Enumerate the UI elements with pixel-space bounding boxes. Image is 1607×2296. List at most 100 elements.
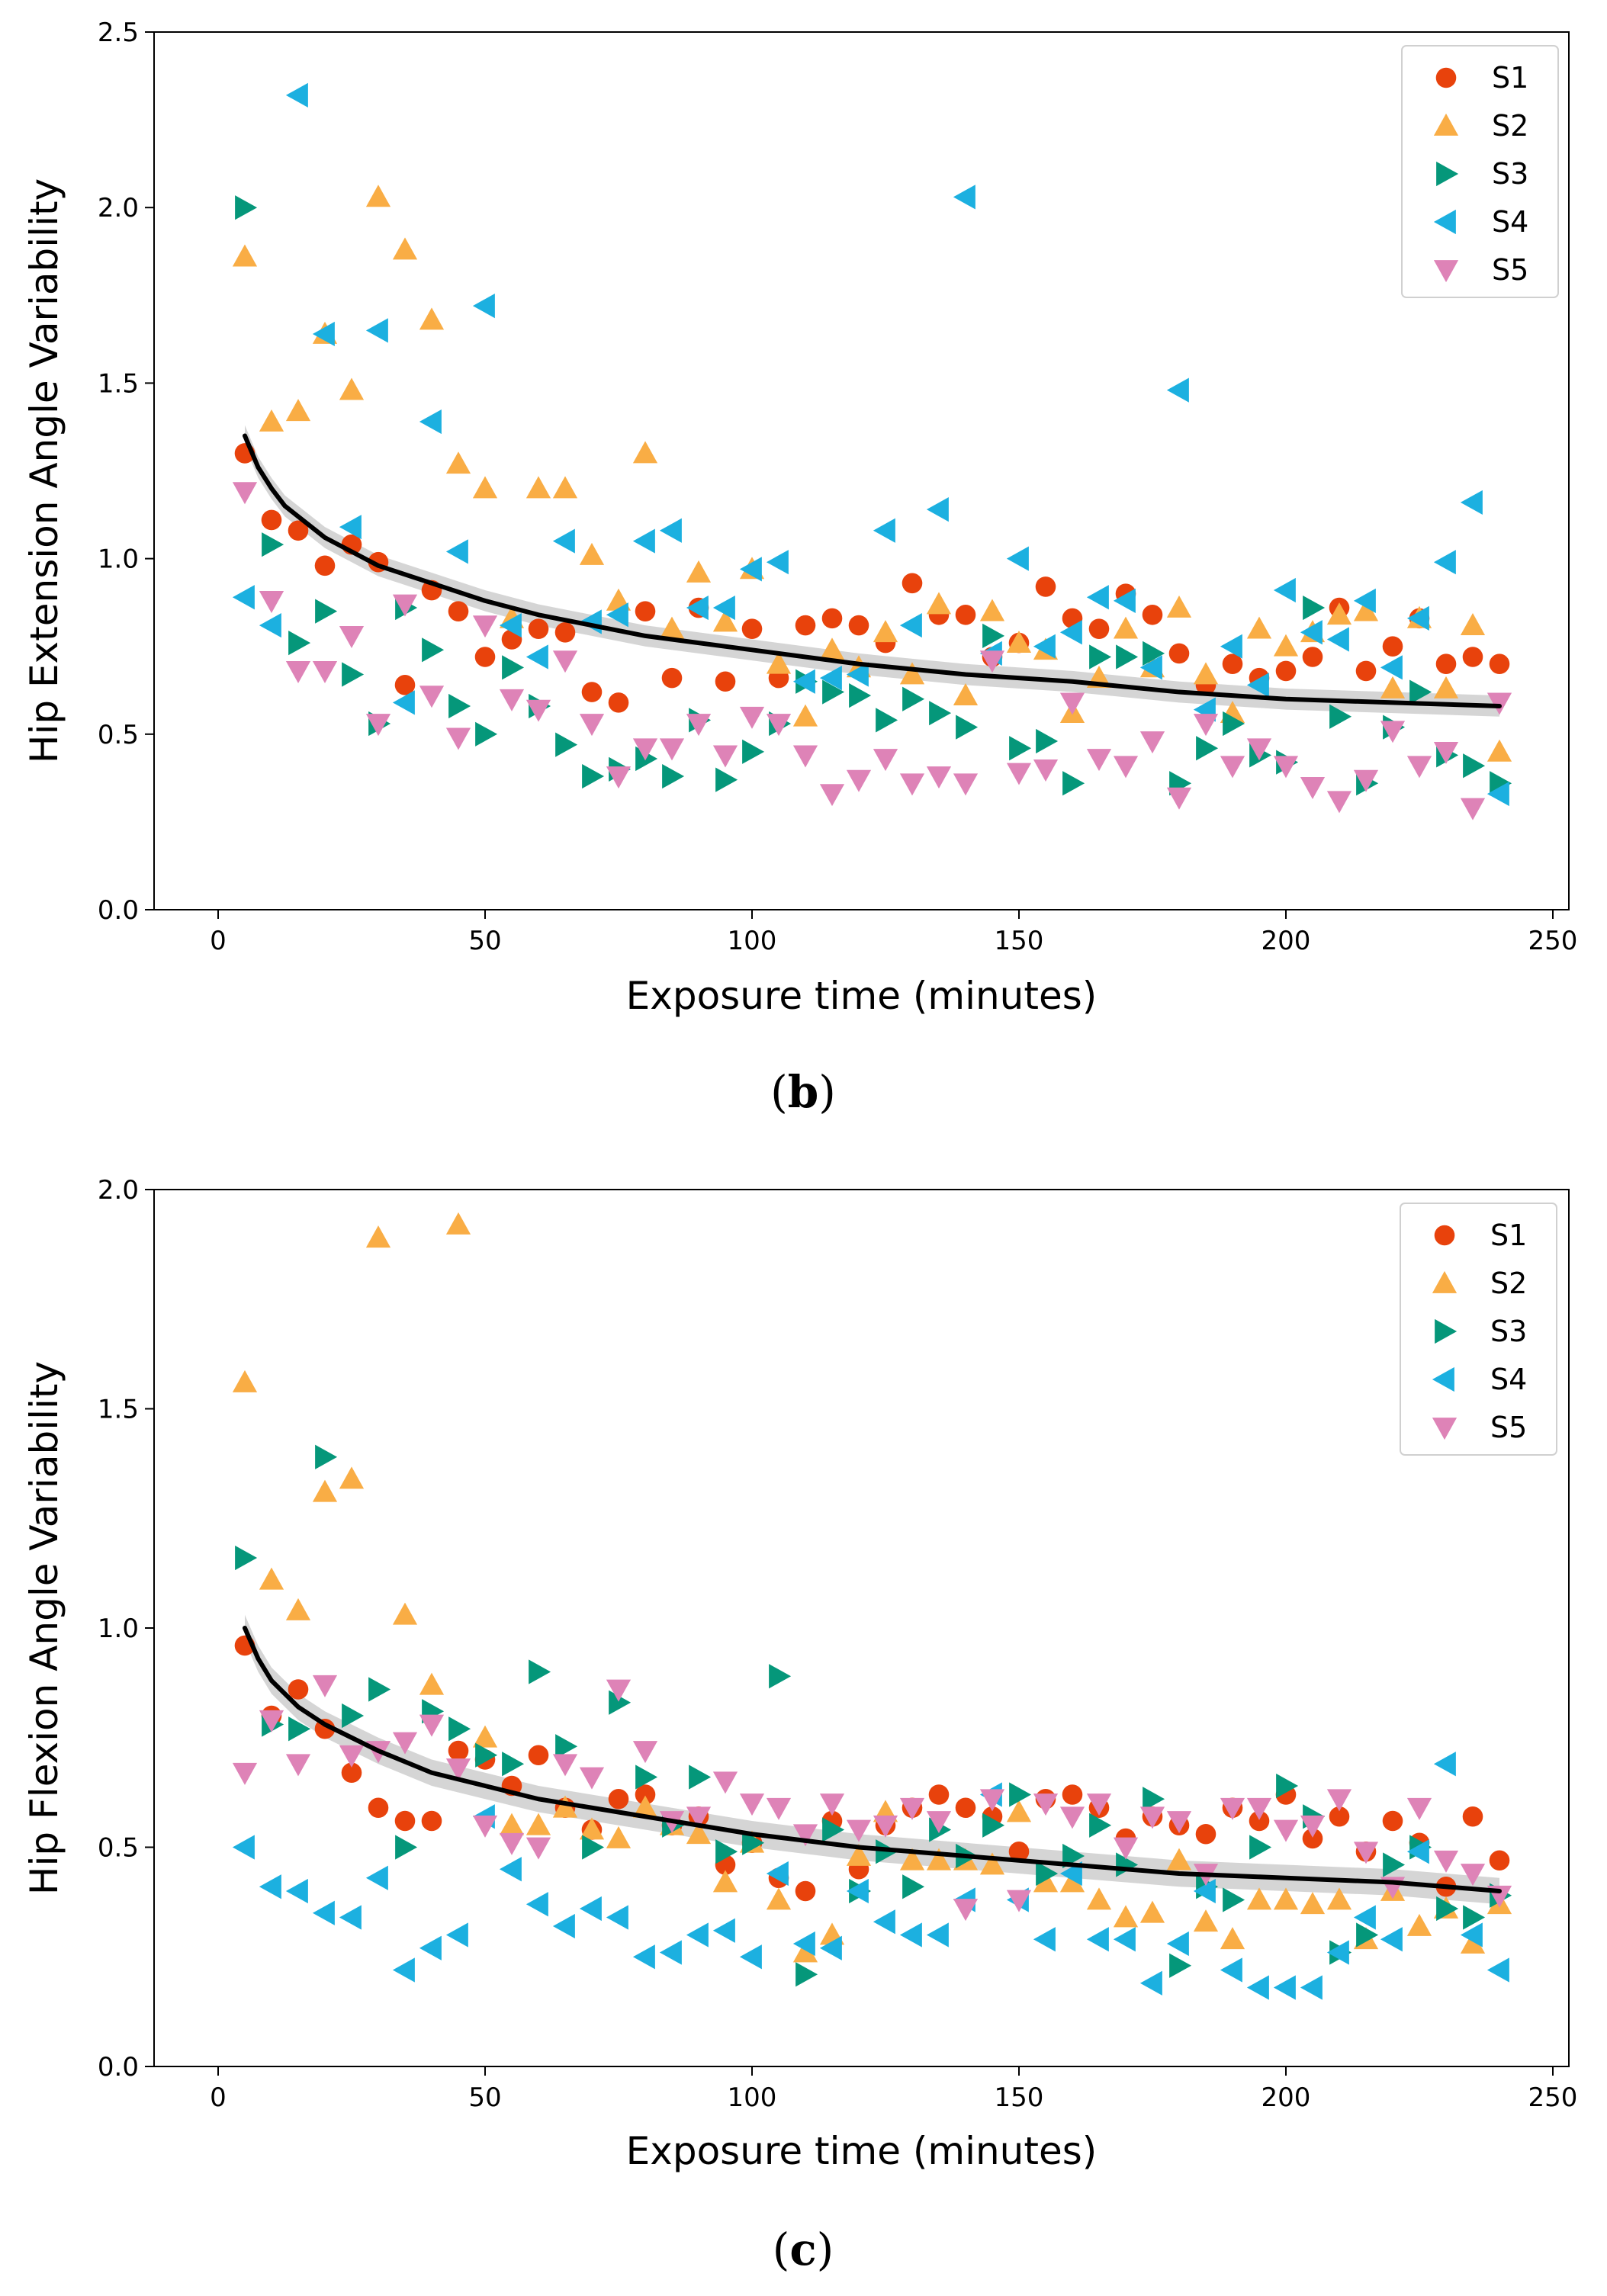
data-point-s4: [285, 1878, 308, 1904]
data-point-s5: [365, 714, 391, 737]
data-point-s3: [1089, 1813, 1112, 1838]
data-point-s2: [392, 1602, 418, 1625]
data-point-s1: [1382, 636, 1403, 657]
data-point-s3: [822, 679, 845, 705]
data-point-s5: [1139, 731, 1165, 754]
data-point-s3: [1463, 753, 1486, 779]
data-point-s4: [392, 690, 415, 715]
data-point-s5: [979, 1789, 1005, 1812]
data-point-s4: [472, 294, 495, 319]
data-point-s5: [792, 745, 818, 768]
data-point-s4: [525, 1892, 548, 1917]
y-tick-label: 1.5: [98, 1395, 139, 1425]
data-point-s1: [741, 618, 763, 639]
data-point-s2: [1006, 630, 1032, 653]
data-point-s3: [529, 1659, 551, 1684]
data-point-s3: [235, 1545, 258, 1571]
data-point-s1: [528, 618, 549, 639]
data-point-s2: [445, 451, 471, 474]
data-point-s2: [1220, 1927, 1245, 1950]
data-point-s4: [739, 1944, 762, 1970]
legend-marker-s3: [1435, 1318, 1458, 1344]
data-point-s4: [766, 1861, 789, 1887]
data-point-s3: [876, 708, 898, 733]
data-point-s5: [1273, 756, 1299, 779]
data-point-s1: [928, 1784, 950, 1805]
data-point-s3: [475, 721, 498, 747]
data-point-s3: [1143, 1787, 1165, 1812]
data-point-s5: [712, 1771, 738, 1794]
data-point-s5: [419, 1714, 445, 1737]
data-point-s4: [1086, 1927, 1109, 1952]
data-point-s3: [288, 630, 311, 656]
data-point-s1: [1382, 1810, 1403, 1832]
data-point-s4: [819, 1935, 842, 1960]
data-point-s2: [712, 609, 738, 632]
legend-label-s4: S4: [1490, 1363, 1527, 1396]
data-point-s4: [392, 1957, 415, 1983]
data-point-s2: [285, 399, 311, 422]
data-point-s4: [365, 318, 388, 343]
data-point-s4: [1059, 620, 1082, 645]
data-point-s3: [422, 637, 445, 663]
legend-label-s3: S3: [1490, 1315, 1527, 1348]
legend-label-s5: S5: [1490, 1411, 1527, 1444]
plot-frame: [153, 31, 1570, 910]
data-point-s3: [956, 714, 979, 740]
data-point-s1: [1062, 1784, 1083, 1805]
data-point-s3: [1196, 736, 1219, 761]
data-point-s2: [419, 1672, 445, 1695]
data-point-s5: [579, 714, 605, 737]
data-point-s5: [1006, 763, 1032, 785]
data-point-s4: [1033, 634, 1056, 659]
data-point-s4: [1326, 1940, 1349, 1965]
data-point-s3: [929, 701, 952, 726]
data-point-s5: [472, 1815, 498, 1838]
data-point-s4: [552, 1913, 575, 1939]
data-point-s2: [1326, 602, 1352, 625]
data-point-s5: [1326, 791, 1352, 814]
data-point-s5: [1246, 1797, 1272, 1820]
data-point-s2: [766, 1887, 792, 1910]
data-point-s2: [686, 560, 712, 583]
panel-label-b: (b): [770, 1066, 836, 1118]
data-point-s4: [1353, 588, 1376, 613]
data-point-s2: [1326, 1887, 1352, 1910]
data-point-s5: [1460, 798, 1486, 820]
data-point-s4: [552, 528, 575, 554]
data-point-s4: [1246, 1975, 1269, 2000]
data-point-s4: [1246, 673, 1269, 698]
data-point-s2: [659, 616, 685, 639]
data-point-s4: [1273, 577, 1296, 603]
data-point-s5: [579, 1767, 605, 1790]
data-point-s1: [821, 608, 843, 629]
data-point-s1: [955, 1797, 976, 1819]
data-point-s3: [1463, 1905, 1486, 1930]
y-tick-label: 1.5: [98, 368, 139, 399]
data-point-s5: [953, 773, 979, 796]
data-point-s2: [1273, 1887, 1299, 1910]
x-tick-label: 50: [468, 926, 501, 956]
data-point-s5: [1006, 1890, 1032, 1912]
data-point-s1: [1302, 647, 1323, 667]
data-point-s5: [1086, 1793, 1112, 1816]
data-point-s5: [339, 1745, 365, 1768]
data-point-s5: [445, 1758, 471, 1781]
data-point-s2: [1460, 612, 1486, 635]
data-point-s5: [606, 766, 632, 789]
data-point-s5: [899, 1797, 925, 1820]
data-point-s5: [285, 1754, 311, 1777]
data-point-s2: [1193, 662, 1219, 685]
data-point-s2: [552, 1795, 578, 1818]
data-point-s4: [632, 1944, 655, 1970]
data-point-s2: [499, 1813, 525, 1835]
data-point-s2: [445, 1212, 471, 1235]
data-point-s3: [902, 686, 925, 711]
data-point-s1: [1035, 576, 1056, 597]
data-point-s1: [902, 573, 923, 594]
data-point-s5: [686, 1806, 712, 1829]
x-axis-label: Exposure time (minutes): [626, 2129, 1098, 2173]
x-tick-label: 250: [1528, 2082, 1578, 2113]
x-tick-label: 0: [210, 926, 227, 956]
data-point-s2: [873, 620, 898, 643]
